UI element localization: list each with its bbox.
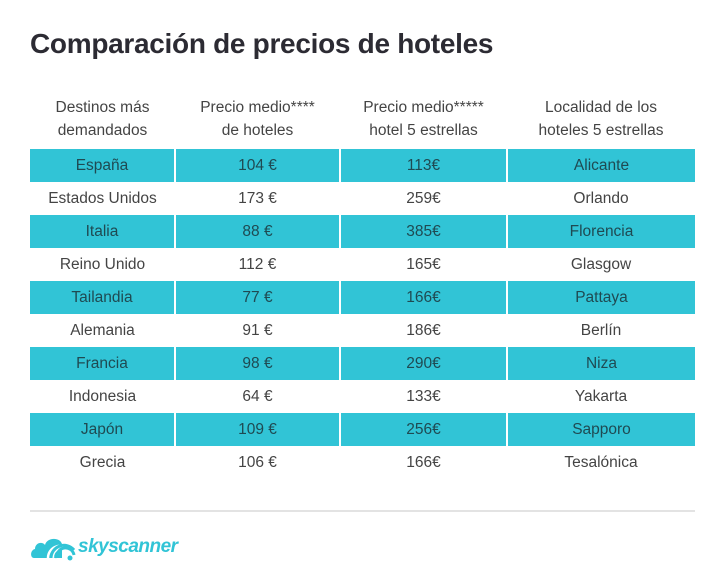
table-cell: Niza xyxy=(506,347,695,380)
table-cell: Tailandia xyxy=(30,281,175,314)
table-cell: Yakarta xyxy=(574,387,628,405)
table-cell: Berlín xyxy=(580,321,622,339)
table-cell: 166€ xyxy=(406,453,441,471)
table-row: Alemania 91 € 186€ Berlín xyxy=(30,314,695,347)
table-cell: Tesalónica xyxy=(564,453,638,471)
table-cell: Italia xyxy=(30,215,175,248)
table-cell: 385€ xyxy=(339,215,507,248)
table-cell: 259€ xyxy=(406,189,441,207)
table-cell: Florencia xyxy=(506,215,695,248)
table-cell: 88 € xyxy=(174,215,340,248)
header-row: Destinos más demandados Precio medio**** de… xyxy=(30,96,695,149)
logo-text: skyscanner xyxy=(78,536,178,557)
column-header-line: Destinos más xyxy=(55,99,150,116)
table-cell: 112 € xyxy=(238,255,277,273)
table-row: Estados Unidos 173 € 259€ Orlando xyxy=(30,182,695,215)
column-header-line: demandados xyxy=(57,122,148,139)
table-cell: 77 € xyxy=(174,281,340,314)
column-header-line: de hoteles xyxy=(221,122,294,139)
column-header-line: hoteles 5 estrellas xyxy=(538,122,664,139)
skyscanner-logo: skyscanner xyxy=(30,532,178,562)
column-header-line: Precio medio**** xyxy=(200,99,315,116)
skyscanner-cloud-icon xyxy=(31,538,76,561)
table-cell: Pattaya xyxy=(506,281,695,314)
table-cell: Indonesia xyxy=(68,387,137,405)
divider xyxy=(30,510,695,512)
table-cell: Reino Unido xyxy=(59,255,146,273)
table-cell: 113€ xyxy=(339,149,507,182)
table-cell: Alemania xyxy=(70,321,135,339)
hotel-price-table: Destinos más demandados Precio medio**** de… xyxy=(30,96,695,479)
page-title: Comparación de precios de hoteles xyxy=(30,28,494,59)
table-cell: 173 € xyxy=(238,189,277,207)
table-cell: 109 € xyxy=(174,413,340,446)
table-cell: 98 € xyxy=(174,347,340,380)
table-row: Tailandia 77 €166€ Pattaya xyxy=(30,281,695,314)
table-cell: 256€ xyxy=(339,413,507,446)
table-cell: 133€ xyxy=(406,387,441,405)
table-row: Italia 88 €385€ Florencia xyxy=(30,215,695,248)
column-header: Precio medio***** hotel 5 estrellas xyxy=(340,96,507,149)
table-cell: Alicante xyxy=(506,149,695,182)
table-cell: Estados Unidos xyxy=(48,189,157,207)
table-cell: Grecia xyxy=(79,453,126,471)
table-cell: 165€ xyxy=(406,255,441,273)
table-cell: 166€ xyxy=(339,281,507,314)
column-header-line: hotel 5 estrellas xyxy=(369,122,478,139)
table-cell: Sapporo xyxy=(506,413,695,446)
column-header-line: Precio medio***** xyxy=(363,99,484,116)
table-cell: Orlando xyxy=(573,189,629,207)
table-cell: 104 € xyxy=(174,149,340,182)
table-cell: 106 € xyxy=(238,453,277,471)
column-header-line: Localidad de los xyxy=(544,99,658,116)
column-header: Localidad de los hoteles 5 estrellas xyxy=(507,96,695,149)
table-cell: Glasgow xyxy=(570,255,632,273)
table-cell: 290€ xyxy=(339,347,507,380)
table-row: Francia 98 €290€ Niza xyxy=(30,347,695,380)
table-row: Indonesia 64 € 133€ Yakarta xyxy=(30,380,695,413)
column-header: Precio medio**** de hoteles xyxy=(175,96,340,149)
table-row: Grecia 106 € 166€ Tesalónica xyxy=(30,446,695,479)
table-cell: 186€ xyxy=(406,321,441,339)
table-row: Japón 109 €256€ Sapporo xyxy=(30,413,695,446)
table-cell: Japón xyxy=(30,413,175,446)
table-row: Reino Unido 112 € 165€ Glasgow xyxy=(30,248,695,281)
table-cell: 64 € xyxy=(242,387,273,405)
table-cell: Francia xyxy=(30,347,175,380)
column-header: Destinos más demandados xyxy=(30,96,175,149)
table-row: España 104 €113€ Alicante xyxy=(30,149,695,182)
table-cell: 91 € xyxy=(242,321,273,339)
table-cell: España xyxy=(30,149,175,182)
